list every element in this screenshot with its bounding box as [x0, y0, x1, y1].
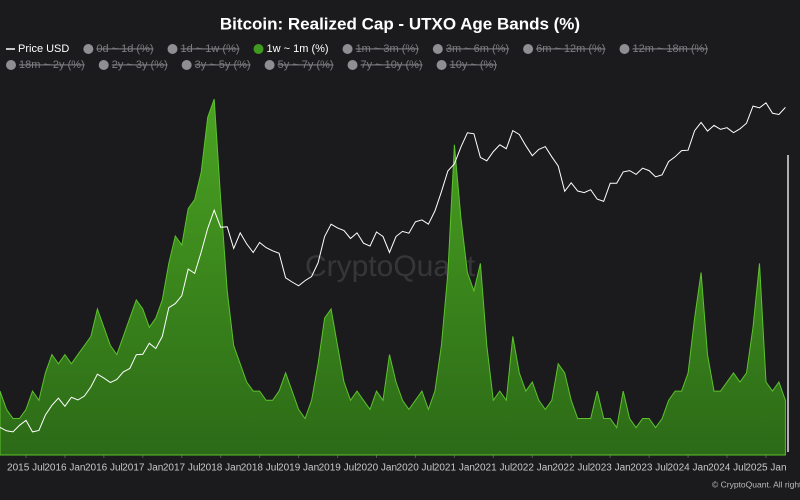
legend-label: 6m ~ 12m (%) — [536, 43, 605, 55]
area — [0, 98, 786, 456]
legend-item[interactable]: 3m ~ 6m (%) — [432, 43, 509, 55]
legend-item[interactable]: 2y ~ 3y (%) — [98, 59, 168, 71]
legend-marker — [264, 60, 275, 70]
legend-marker — [167, 44, 178, 54]
legend-label: 3y ~ 5y (%) — [195, 59, 251, 71]
legend-item[interactable]: 0d ~ 1d (%) — [83, 43, 154, 55]
x-tick-label: 2023 Jan — [590, 463, 631, 474]
x-tick-label: 2016 Jan — [44, 463, 85, 474]
legend-label: 7y ~ 10y (%) — [361, 59, 423, 71]
x-tick-label: 2020 Jan — [356, 463, 397, 474]
x-tick-label: 2024 Jul — [708, 463, 746, 474]
legend-label: 0d ~ 1d (%) — [96, 43, 153, 55]
x-tick-label: 2025 Jan — [745, 463, 786, 474]
legend-marker — [181, 60, 192, 70]
legend-marker — [83, 44, 94, 54]
legend-item[interactable]: 18m ~ 2y (%) — [6, 59, 85, 71]
legend-marker — [436, 60, 447, 70]
legend-marker — [347, 60, 358, 70]
x-tick-label: 2018 Jan — [200, 463, 241, 474]
legend-label: Price USD — [18, 43, 69, 55]
legend-marker — [342, 44, 353, 54]
legend-item[interactable]: 3y ~ 5y (%) — [181, 59, 251, 71]
x-tick-label: 2017 Jan — [122, 463, 163, 474]
legend-item[interactable]: 6m ~ 12m (%) — [523, 43, 605, 55]
legend-item[interactable]: 12m ~ 18m (%) — [619, 43, 708, 55]
legend-marker — [98, 60, 109, 70]
x-tick-label: 2016 Jul — [85, 463, 123, 474]
legend-marker — [432, 44, 443, 54]
legend-item[interactable]: 1m ~ 3m (%) — [342, 43, 419, 55]
chart-title: Bitcoin: Realized Cap - UTXO Age Bands (… — [220, 14, 580, 33]
x-tick-label: 2019 Jan — [278, 463, 319, 474]
legend-label: 1d ~ 1w (%) — [181, 43, 240, 55]
x-tick-label: 2022 Jul — [552, 463, 590, 474]
x-tick-label: 2015 Jul — [7, 463, 45, 474]
x-tick-label: 2021 Jul — [474, 463, 512, 474]
legend-label: 12m ~ 18m (%) — [632, 43, 708, 55]
x-tick-label: 2018 Jul — [241, 463, 279, 474]
legend-marker — [6, 60, 16, 70]
legend-marker — [523, 44, 534, 54]
legend-item[interactable]: Price USD — [6, 43, 69, 55]
x-tick-label: 2017 Jul — [163, 463, 201, 474]
legend-item[interactable]: 1d ~ 1w (%) — [167, 43, 240, 55]
price-line — [0, 102, 786, 433]
legend-marker — [253, 44, 264, 54]
x-tick-label: 2024 Jan — [667, 463, 708, 474]
legend-item[interactable]: 5y ~ 7y (%) — [264, 59, 334, 71]
credit: © CryptoQuant. All rights re — [712, 479, 800, 489]
legend-label: 10y ~ (%) — [450, 59, 497, 71]
x-tick-label: 2021 Jan — [434, 463, 475, 474]
x-tick-label: 2019 Jul — [319, 463, 357, 474]
legend-label: 1m ~ 3m (%) — [356, 43, 419, 55]
x-tick-label: 2022 Jan — [512, 463, 553, 474]
legend-item[interactable]: 7y ~ 10y (%) — [347, 59, 423, 71]
legend-label: 3m ~ 6m (%) — [446, 43, 509, 55]
legend-label: 1w ~ 1m (%) — [267, 43, 329, 55]
legend-marker — [619, 44, 630, 54]
legend-label: 18m ~ 2y (%) — [19, 59, 85, 71]
legend-item[interactable]: 10y ~ (%) — [436, 59, 497, 71]
legend-item[interactable]: 1w ~ 1m (%) — [253, 43, 329, 55]
x-tick-label: 2020 Jul — [397, 463, 435, 474]
x-tick-label: 2023 Jul — [630, 463, 668, 474]
legend-label: 5y ~ 7y (%) — [278, 59, 334, 71]
legend-label: 2y ~ 3y (%) — [112, 59, 168, 71]
